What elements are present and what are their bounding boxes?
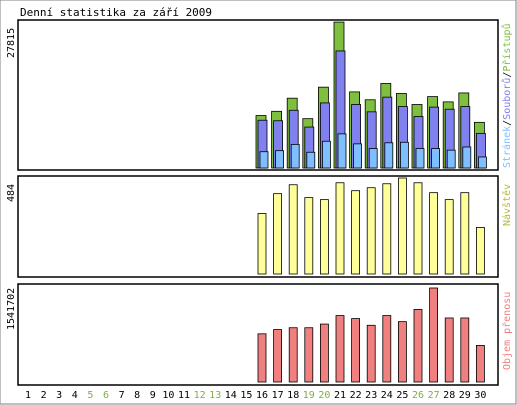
bar-visits-day-19 xyxy=(304,197,314,275)
legend-pages: Stránek xyxy=(501,126,513,168)
bar-visits-day-26 xyxy=(413,182,423,275)
bar-visits-day-16 xyxy=(257,213,267,275)
x-tick-label-day-27: 27 xyxy=(428,390,440,401)
x-axis-labels: 1 2 3 4 5 6 7 8 9 10 11 12 13 14 15 16 17 18 19 20 21 22 23 24 2… xyxy=(25,390,486,401)
x-tick-label-day-26: 26 xyxy=(412,390,424,401)
bar-pages-day-17 xyxy=(275,150,285,169)
x-tick-label-day-18: 18 xyxy=(287,390,299,401)
bar-traffic-day-20 xyxy=(319,323,329,383)
x-tick-label-day-14: 14 xyxy=(225,390,237,401)
bar-pages-day-20 xyxy=(321,140,331,169)
x-tick-label-day-1: 1 xyxy=(25,390,31,401)
bar-visits-day-30 xyxy=(475,226,485,275)
x-tick-label-day-19: 19 xyxy=(303,390,315,401)
bar-pages-day-28 xyxy=(446,149,456,169)
bar-pages-day-26 xyxy=(415,148,425,169)
x-tick-label-day-8: 8 xyxy=(134,390,140,401)
legend-separator-1: / xyxy=(502,120,513,126)
bar-visits-day-17 xyxy=(273,193,283,275)
x-tick-label-day-13: 13 xyxy=(209,390,221,401)
hits-panel xyxy=(17,19,499,171)
x-tick-label-day-9: 9 xyxy=(150,390,156,401)
bar-visits-day-27 xyxy=(429,192,439,275)
bars-layer xyxy=(255,21,487,383)
x-tick-label-day-28: 28 xyxy=(443,390,455,401)
hits-ymax-label: 27815 xyxy=(6,28,17,58)
bar-pages-day-19 xyxy=(306,151,316,169)
bar-visits-day-23 xyxy=(366,187,376,275)
bar-pages-day-24 xyxy=(384,142,394,169)
x-tick-label-day-29: 29 xyxy=(459,390,471,401)
x-tick-label-day-30: 30 xyxy=(474,390,486,401)
bar-visits-day-18 xyxy=(288,184,298,275)
bar-traffic-day-16 xyxy=(257,333,267,383)
x-tick-label-day-5: 5 xyxy=(87,390,93,401)
x-tick-label-day-21: 21 xyxy=(334,390,346,401)
visits-panel xyxy=(17,175,499,278)
x-tick-label-day-12: 12 xyxy=(194,390,206,401)
legend-separator-2: / xyxy=(502,72,513,78)
bar-traffic-day-24 xyxy=(382,315,392,383)
bar-traffic-day-17 xyxy=(273,329,283,383)
bar-traffic-day-18 xyxy=(288,327,298,383)
bar-pages-day-18 xyxy=(290,143,300,169)
bar-visits-day-29 xyxy=(460,192,470,275)
x-tick-label-day-7: 7 xyxy=(119,390,125,401)
x-tick-label-day-20: 20 xyxy=(318,390,330,401)
bar-pages-day-29 xyxy=(462,146,472,169)
bar-traffic-day-21 xyxy=(335,315,345,383)
x-tick-label-day-22: 22 xyxy=(350,390,362,401)
x-tick-label-day-11: 11 xyxy=(178,390,190,401)
bar-traffic-day-28 xyxy=(444,317,454,383)
x-tick-label-day-2: 2 xyxy=(41,390,47,401)
traffic-ymax-label: 1541702 xyxy=(6,288,17,330)
legend-files: Souborů xyxy=(501,78,513,120)
bar-traffic-day-27 xyxy=(429,287,439,383)
x-tick-label-day-24: 24 xyxy=(381,390,393,401)
x-tick-label-day-25: 25 xyxy=(396,390,408,401)
bar-pages-day-23 xyxy=(368,148,378,169)
bar-traffic-day-29 xyxy=(460,317,470,383)
x-tick-label-day-15: 15 xyxy=(240,390,252,401)
bar-visits-day-24 xyxy=(382,183,392,275)
visits-legend: Návštěv xyxy=(501,184,513,226)
bar-traffic-day-30 xyxy=(475,345,485,383)
x-tick-label-day-4: 4 xyxy=(72,390,78,401)
bar-visits-day-22 xyxy=(351,190,361,275)
visits-ymax-label: 484 xyxy=(6,184,17,202)
bar-visits-day-21 xyxy=(335,182,345,275)
legend-hits: Přístupů xyxy=(501,23,513,71)
bar-visits-day-25 xyxy=(397,177,407,275)
bar-pages-day-30 xyxy=(477,156,487,169)
bar-visits-day-20 xyxy=(319,199,329,275)
x-tick-label-day-23: 23 xyxy=(365,390,377,401)
bar-traffic-day-22 xyxy=(351,318,361,383)
x-tick-label-day-3: 3 xyxy=(56,390,62,401)
bar-pages-day-16 xyxy=(259,151,269,169)
traffic-legend: Objem přenosu xyxy=(501,292,513,370)
bar-pages-day-25 xyxy=(399,141,409,169)
hits-legend: Stránek/Souborů/Přístupů xyxy=(501,23,513,168)
x-tick-label-day-16: 16 xyxy=(256,390,268,401)
bar-pages-day-21 xyxy=(337,133,347,169)
bar-pages-day-27 xyxy=(431,148,441,169)
x-tick-label-day-6: 6 xyxy=(103,390,109,401)
x-tick-label-day-10: 10 xyxy=(162,390,174,401)
bar-traffic-day-23 xyxy=(366,324,376,383)
bar-visits-day-28 xyxy=(444,199,454,275)
bar-traffic-day-19 xyxy=(304,327,314,383)
bar-traffic-day-26 xyxy=(413,309,423,383)
x-tick-label-day-17: 17 xyxy=(272,390,284,401)
traffic-panel xyxy=(17,283,499,386)
bar-traffic-day-25 xyxy=(397,321,407,383)
bar-pages-day-22 xyxy=(353,143,363,169)
chart-title: Denní statistika za září 2009 xyxy=(20,6,212,19)
